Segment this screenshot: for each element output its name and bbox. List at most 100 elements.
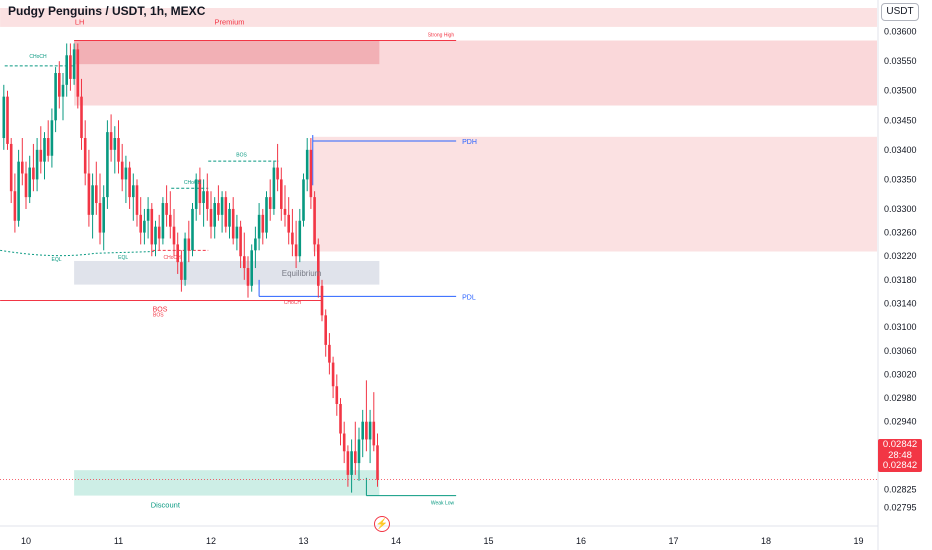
candle-body[interactable] [9, 143, 13, 192]
candle-body[interactable] [231, 208, 235, 239]
candle-body[interactable] [265, 197, 268, 233]
candle-body[interactable] [35, 149, 39, 180]
candle-body[interactable] [309, 149, 313, 198]
candle-body[interactable] [368, 421, 372, 440]
candle-body[interactable] [13, 191, 17, 221]
candle-body[interactable] [202, 191, 205, 204]
candle-body[interactable] [217, 203, 220, 215]
candle-body[interactable] [58, 73, 61, 97]
candle-body[interactable] [261, 214, 265, 233]
candle-body[interactable] [228, 208, 231, 227]
candle-body[interactable] [346, 451, 350, 475]
candle-body[interactable] [283, 208, 287, 215]
candle-body[interactable] [6, 96, 9, 144]
candle-body[interactable] [43, 138, 46, 162]
candle-body[interactable] [54, 73, 57, 121]
candle-body[interactable] [102, 197, 105, 233]
candle-body[interactable] [80, 96, 83, 139]
candle-body[interactable] [21, 161, 24, 174]
candle-body[interactable] [298, 220, 302, 257]
candle-body[interactable] [17, 161, 20, 221]
candle-body[interactable] [224, 197, 228, 227]
candle-body[interactable] [376, 445, 379, 480]
candle-body[interactable] [113, 138, 117, 150]
candle-body[interactable] [313, 197, 316, 245]
candle-body[interactable] [117, 138, 120, 162]
candle-body[interactable] [69, 55, 72, 79]
candle-body[interactable] [95, 185, 98, 204]
candle-body[interactable] [209, 208, 213, 227]
candle-body[interactable] [320, 285, 324, 316]
candle-body[interactable] [161, 203, 165, 239]
candle-body[interactable] [76, 49, 80, 97]
candle-body[interactable] [257, 214, 261, 239]
candle-body[interactable] [365, 421, 368, 440]
candle-body[interactable] [280, 179, 283, 209]
candle-body[interactable] [194, 179, 198, 209]
candle-body[interactable] [235, 226, 239, 239]
candle-body[interactable] [157, 226, 161, 239]
candle-body[interactable] [154, 226, 157, 245]
candle-body[interactable] [150, 208, 154, 245]
candle-body[interactable] [287, 214, 290, 233]
candle-body[interactable] [39, 149, 43, 162]
candle-body[interactable] [294, 244, 298, 257]
candle-body[interactable] [372, 421, 376, 446]
candle-body[interactable] [302, 179, 305, 221]
candle-body[interactable] [272, 167, 276, 209]
candle-body[interactable] [354, 451, 357, 464]
candle-body[interactable] [46, 138, 50, 156]
candle-body[interactable] [50, 120, 54, 156]
candle-body[interactable] [106, 132, 109, 198]
candle-body[interactable] [143, 220, 146, 233]
candle-body[interactable] [239, 226, 242, 257]
candle-body[interactable] [83, 138, 87, 174]
candle-body[interactable] [165, 203, 168, 215]
candle-body[interactable] [91, 185, 94, 215]
candle-body[interactable] [324, 315, 327, 345]
candle-body[interactable] [220, 197, 224, 215]
candle-body[interactable] [191, 208, 194, 251]
candle-body[interactable] [135, 185, 139, 215]
candle-body[interactable] [250, 250, 253, 286]
candle-body[interactable] [254, 238, 257, 251]
candle-body[interactable] [139, 214, 142, 233]
candle-body[interactable] [246, 268, 250, 286]
candle-body[interactable] [198, 179, 202, 204]
candle-body[interactable] [87, 173, 91, 215]
currency-button[interactable]: USDT [881, 3, 919, 21]
candle-body[interactable] [339, 403, 342, 434]
candle-body[interactable] [169, 214, 172, 227]
candle-body[interactable] [32, 167, 35, 180]
candle-body[interactable] [109, 132, 113, 150]
candle-body[interactable] [291, 232, 294, 245]
candle-body[interactable] [65, 55, 68, 85]
candle-body[interactable] [124, 167, 128, 180]
candle-body[interactable] [132, 185, 135, 198]
candle-body[interactable] [268, 197, 272, 209]
candle-body[interactable] [28, 167, 31, 198]
candle-body[interactable] [128, 167, 131, 198]
candle-body[interactable] [350, 451, 353, 475]
lightning-icon[interactable]: ⚡ [374, 516, 390, 532]
candle-body[interactable] [305, 149, 309, 180]
candle-body[interactable] [24, 173, 28, 198]
candle-body[interactable] [331, 362, 335, 387]
candle-body[interactable] [2, 96, 6, 139]
candle-body[interactable] [172, 226, 176, 245]
candle-body[interactable] [61, 84, 65, 97]
candle-body[interactable] [206, 191, 209, 209]
candle-body[interactable] [276, 167, 279, 180]
candle-body[interactable] [317, 244, 320, 286]
candle-body[interactable] [213, 203, 216, 227]
candle-body[interactable] [335, 386, 339, 404]
candle-body[interactable] [187, 238, 191, 251]
candle-body[interactable] [120, 161, 124, 180]
candle-body[interactable] [146, 208, 150, 221]
candle-body[interactable] [328, 344, 331, 363]
candle-body[interactable] [180, 262, 183, 280]
candle-body[interactable] [342, 433, 346, 452]
candle-body[interactable] [72, 49, 76, 79]
candle-body[interactable] [357, 439, 361, 464]
